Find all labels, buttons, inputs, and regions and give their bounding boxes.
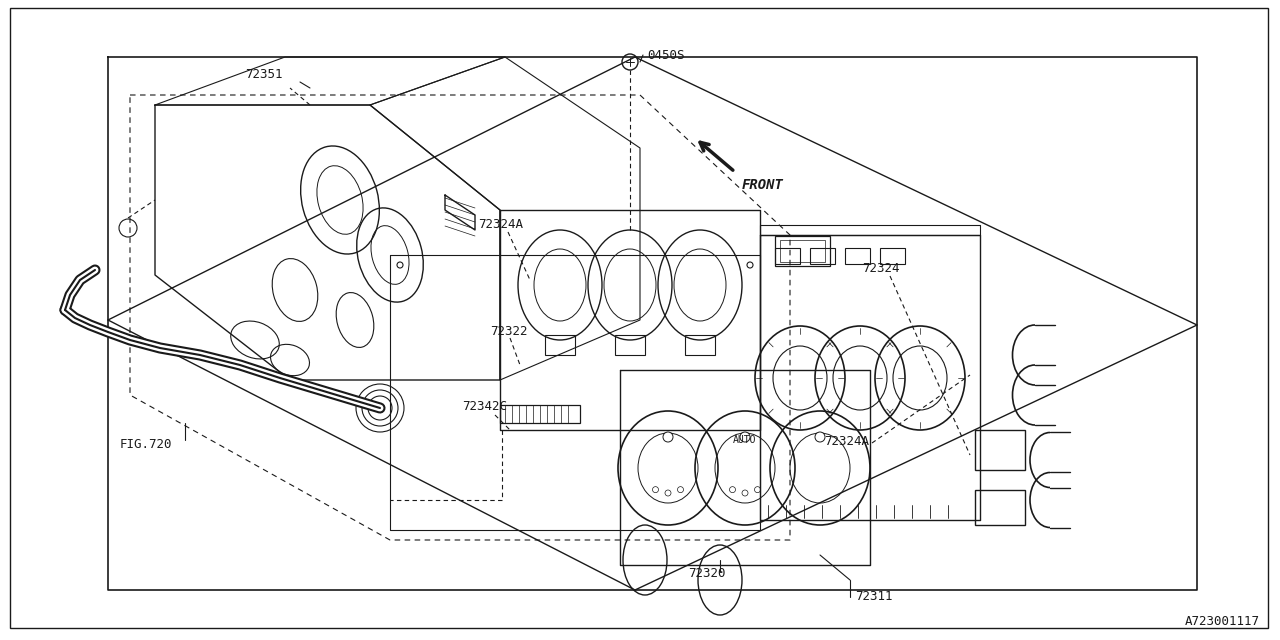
Bar (774, 248, 800, 264)
Circle shape (815, 432, 826, 442)
Text: 72351: 72351 (244, 68, 283, 81)
Circle shape (663, 432, 673, 442)
Text: 72324: 72324 (861, 262, 900, 275)
Circle shape (740, 432, 750, 442)
Bar (881, 248, 905, 264)
Bar (975, 490, 1025, 525)
Bar (780, 240, 826, 262)
Text: 72324A: 72324A (477, 218, 524, 231)
Bar (810, 248, 835, 264)
Text: AUTO: AUTO (733, 435, 756, 445)
Bar (975, 430, 1025, 470)
Text: FIG.720: FIG.720 (120, 438, 173, 451)
Text: 72320: 72320 (689, 567, 726, 580)
Bar (774, 236, 829, 266)
Bar (545, 335, 575, 355)
Text: 72311: 72311 (855, 590, 892, 603)
Bar (685, 335, 716, 355)
Bar (500, 405, 580, 423)
Text: 72324A: 72324A (824, 435, 869, 448)
Bar (845, 248, 870, 264)
Text: 72322: 72322 (490, 325, 527, 338)
Bar (614, 335, 645, 355)
Text: 72342C: 72342C (462, 400, 507, 413)
Text: A723001117: A723001117 (1185, 615, 1260, 628)
Text: 0450S: 0450S (646, 49, 685, 61)
Text: FRONT: FRONT (742, 178, 783, 192)
